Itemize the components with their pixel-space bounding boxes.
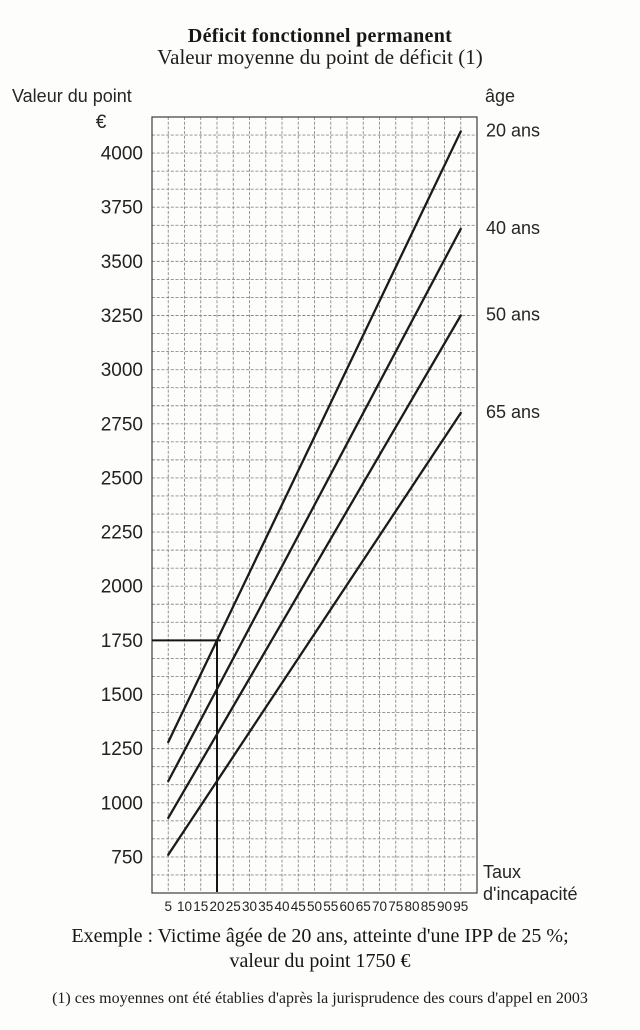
- y-tick-label: 750: [111, 847, 143, 868]
- x-tick-label: 50: [307, 899, 322, 914]
- x-tick-label: 30: [242, 899, 257, 914]
- euro-currency-label: €: [95, 112, 107, 133]
- y-tick-label: 2750: [101, 414, 143, 435]
- y-tick-label: 4000: [101, 144, 143, 165]
- example-caption: Exemple : Victime âgée de 20 ans, attein…: [71, 925, 569, 972]
- x-tick-label: 95: [453, 899, 468, 914]
- series-label: 50 ans: [486, 305, 540, 325]
- chart-title: Déficit fonctionnel permanent: [187, 25, 453, 47]
- x-tick-label: 45: [291, 899, 306, 914]
- x-tick-label: 70: [372, 899, 387, 914]
- series-line-40-ans: [167, 227, 462, 783]
- y-tick-label: 2500: [101, 468, 143, 489]
- x-tick-label: 10: [177, 899, 192, 914]
- x-tick-label: 20: [209, 899, 224, 914]
- y-axis-title: Valeur du point: [12, 86, 132, 106]
- x-tick-label: 40: [274, 899, 289, 914]
- y-tick-label: 3750: [101, 198, 143, 219]
- series-line-65-ans: [167, 411, 462, 856]
- x-tick-label: 5: [164, 899, 172, 914]
- x-tick-label: 85: [421, 899, 436, 914]
- series-labels: 20 ans 40 ans 50 ans 65 ans: [486, 120, 540, 422]
- x-tick-label: 60: [339, 899, 354, 914]
- x-axis-title: Taux d'incapacité: [483, 862, 578, 904]
- y-tick-label: 1750: [101, 631, 143, 652]
- x-tick-label: 25: [226, 899, 241, 914]
- y-tick-label: 3000: [101, 360, 143, 381]
- plot-border: [151, 116, 478, 894]
- y-tick-label: 2250: [101, 523, 143, 544]
- series-lines: [167, 130, 462, 856]
- x-tick-label: 90: [437, 899, 452, 914]
- chart-subtitle: Valeur moyenne du point de déficit (1): [157, 45, 483, 69]
- x-tick-label: 75: [388, 899, 403, 914]
- y-tick-label: 3250: [101, 306, 143, 327]
- y-tick-label: 1250: [101, 739, 143, 760]
- x-tick-label: 65: [356, 899, 371, 914]
- y-tick-label: 3500: [101, 252, 143, 273]
- x-tick-label: 35: [258, 899, 273, 914]
- series-label: 65 ans: [486, 402, 540, 422]
- age-axis-title: âge: [485, 86, 516, 106]
- example-guide-lines: [152, 639, 221, 892]
- series-line-20-ans: [167, 130, 462, 744]
- series-label: 20 ans: [486, 120, 540, 140]
- y-tick-label: 1500: [101, 685, 143, 706]
- x-tick-label: 15: [193, 899, 208, 914]
- x-tick-label: 55: [323, 899, 338, 914]
- y-tick-label: 2000: [101, 577, 143, 598]
- x-tick-labels: 5 10 15 20 25 30 35 40 45 50 55 60 65 70 75 80 85 90 95: [164, 899, 468, 914]
- x-tick-label: 80: [404, 899, 419, 914]
- y-tick-label: 1000: [101, 793, 143, 814]
- series-label: 40 ans: [486, 218, 540, 238]
- series-line-50-ans: [167, 314, 462, 820]
- y-tick-labels: 750 1000 1250 1500 1750 2000 2250 2500 2750 3000 3…: [101, 144, 143, 869]
- grid: [151, 116, 478, 894]
- footnote: (1) ces moyennes ont été établies d'aprè…: [52, 990, 588, 1007]
